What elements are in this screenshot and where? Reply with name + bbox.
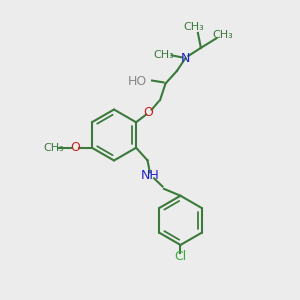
Text: CH₃: CH₃ [213, 30, 233, 40]
Text: CH₃: CH₃ [153, 50, 174, 60]
Text: CH₃: CH₃ [183, 22, 204, 32]
Text: CH₃: CH₃ [44, 143, 64, 153]
Text: NH: NH [141, 169, 160, 182]
Text: N: N [181, 52, 190, 65]
Text: O: O [144, 106, 154, 119]
Text: Cl: Cl [174, 250, 187, 263]
Text: O: O [70, 141, 80, 154]
Text: HO: HO [128, 75, 147, 88]
